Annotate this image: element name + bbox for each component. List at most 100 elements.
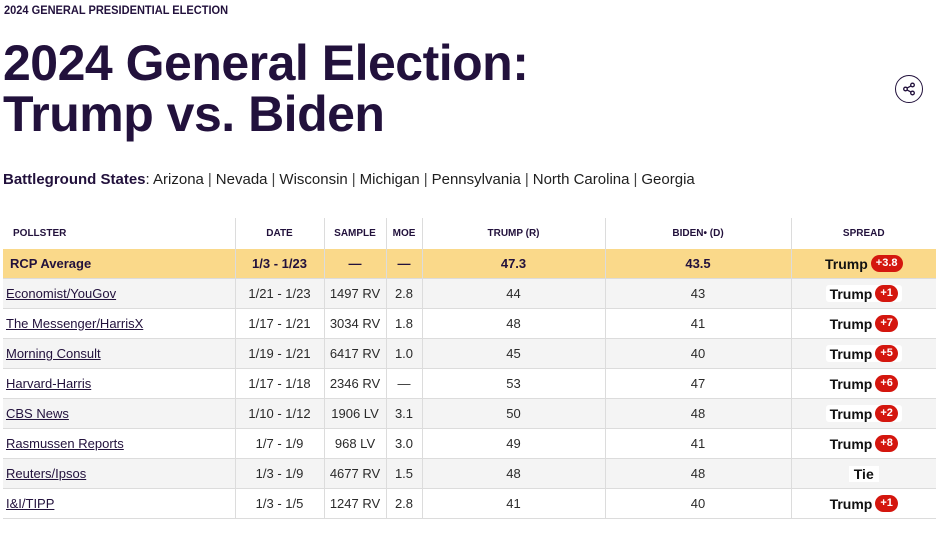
- biden-cell: 48: [604, 458, 791, 489]
- state-separator: |: [524, 171, 529, 188]
- pollster-link[interactable]: I&I/TIPP: [6, 496, 55, 511]
- share-icon: [903, 82, 915, 96]
- biden-cell: 43: [604, 278, 791, 309]
- moe-cell: 3.0: [385, 428, 422, 459]
- spread-badge: +7: [875, 315, 898, 332]
- header-biden[interactable]: BIDEN• (D): [604, 218, 791, 249]
- state-link[interactable]: Arizona: [153, 171, 204, 188]
- spread-candidate: Trump: [829, 495, 873, 512]
- pollster-link[interactable]: Harvard-Harris: [6, 376, 92, 391]
- header-date[interactable]: DATE: [234, 218, 324, 249]
- spread-wrap: Trump +7: [825, 315, 902, 332]
- spread-candidate: Trump: [829, 315, 873, 332]
- spread-wrap: Trump +2: [825, 405, 902, 422]
- header-pollster[interactable]: POLLSTER: [13, 228, 67, 239]
- trump-cell: 45: [421, 338, 605, 369]
- biden-cell: 47: [604, 368, 791, 399]
- poll-row: I&I/TIPP 1/3 - 1/5 1247 RV 2.8 41 40 Trump +1: [3, 488, 936, 519]
- sample-cell: 3034 RV: [323, 308, 386, 339]
- pollster-link[interactable]: CBS News: [6, 406, 69, 421]
- spread-badge: +3.8: [870, 255, 903, 272]
- date-cell: 1/10 - 1/12: [234, 398, 324, 429]
- poll-row: Morning Consult 1/19 - 1/21 6417 RV 1.0 45 40…: [3, 338, 936, 369]
- spread-badge: +6: [875, 375, 898, 392]
- state-link[interactable]: North Carolina: [532, 171, 630, 188]
- moe-cell: 2.8: [385, 278, 422, 309]
- pollster-cell: Economist/YouGov: [3, 278, 235, 309]
- biden-cell: 41: [604, 308, 791, 339]
- pollster-link[interactable]: Rasmussen Reports: [6, 436, 124, 451]
- header-trump[interactable]: TRUMP (R): [421, 218, 605, 249]
- trump-cell: 48: [421, 308, 605, 339]
- polls-table: POLLSTER DATE SAMPLE MOE TRUMP (R) BIDEN…: [3, 218, 936, 519]
- biden-cell: 48: [604, 398, 791, 429]
- average-date: 1/3 - 1/23: [234, 249, 324, 279]
- page-title-line-1: 2024 General Election:: [3, 35, 529, 91]
- date-cell: 1/17 - 1/18: [234, 368, 324, 399]
- state-link[interactable]: Michigan: [359, 171, 420, 188]
- header-sample[interactable]: SAMPLE: [323, 218, 386, 249]
- spread-cell: Trump +1: [790, 488, 936, 519]
- header-biden-label: BIDEN: [672, 228, 704, 239]
- battleground-label: Battleground States: [3, 171, 146, 188]
- date-cell: 1/19 - 1/21: [234, 338, 324, 369]
- share-button[interactable]: [895, 75, 923, 103]
- pollster-cell: I&I/TIPP: [3, 488, 235, 519]
- date-cell: 1/3 - 1/9: [234, 458, 324, 489]
- average-pollster: RCP Average: [3, 249, 235, 279]
- header-spread[interactable]: SPREAD: [790, 218, 936, 249]
- moe-cell: 3.1: [385, 398, 422, 429]
- spread-wrap: Trump +3.8: [821, 255, 907, 272]
- average-biden: 43.5: [604, 249, 791, 279]
- state-link[interactable]: Pennsylvania: [431, 171, 521, 188]
- pollster-cell: Morning Consult: [3, 338, 235, 369]
- spread-wrap: Trump +1: [825, 285, 902, 302]
- date-cell: 1/21 - 1/23: [234, 278, 324, 309]
- pollster-cell: The Messenger/HarrisX: [3, 308, 235, 339]
- average-sample: —: [323, 249, 386, 279]
- page-title: 2024 General Election: Trump vs. Biden: [3, 35, 529, 140]
- state-link[interactable]: Nevada: [215, 171, 268, 188]
- spread-wrap: Trump +1: [825, 495, 902, 512]
- average-moe: —: [385, 249, 422, 279]
- spread-candidate: Trump: [829, 405, 873, 422]
- spread-wrap: Trump +5: [825, 345, 902, 362]
- header-biden-marker: •: [703, 228, 707, 239]
- trump-cell: 49: [421, 428, 605, 459]
- pollster-link[interactable]: Economist/YouGov: [6, 286, 117, 301]
- page-eyebrow: 2024 GENERAL PRESIDENTIAL ELECTION: [4, 3, 229, 17]
- state-separator: |: [271, 171, 276, 188]
- sample-cell: 1906 LV: [323, 398, 386, 429]
- poll-row: Economist/YouGov 1/21 - 1/23 1497 RV 2.8 44 4…: [3, 278, 936, 309]
- spread-badge: +1: [875, 285, 898, 302]
- trump-cell: 53: [421, 368, 605, 399]
- spread-cell: Trump +1: [790, 278, 936, 309]
- poll-row: CBS News 1/10 - 1/12 1906 LV 3.1 50 48 Trump +2: [3, 398, 936, 429]
- pollster-link[interactable]: Reuters/Ipsos: [6, 466, 87, 481]
- pollster-cell: CBS News: [3, 398, 235, 429]
- pollster-link[interactable]: Morning Consult: [6, 346, 101, 361]
- state-link[interactable]: Georgia: [641, 171, 695, 188]
- spread-badge: +2: [875, 405, 898, 422]
- moe-cell: 1.5: [385, 458, 422, 489]
- pollster-cell: Rasmussen Reports: [3, 428, 235, 459]
- sample-cell: 4677 RV: [323, 458, 386, 489]
- sample-cell: 2346 RV: [323, 368, 386, 399]
- state-separator: |: [633, 171, 638, 188]
- state-link[interactable]: Wisconsin: [279, 171, 348, 188]
- sample-cell: 968 LV: [323, 428, 386, 459]
- sample-cell: 1247 RV: [323, 488, 386, 519]
- pollster-cell: Harvard-Harris: [3, 368, 235, 399]
- pollster-link[interactable]: The Messenger/HarrisX: [6, 316, 144, 331]
- biden-cell: 40: [604, 488, 791, 519]
- moe-cell: —: [385, 368, 422, 399]
- header-biden-party: (D): [709, 228, 724, 239]
- state-separator: |: [423, 171, 428, 188]
- spread-wrap: Trump +8: [825, 435, 902, 452]
- battleground-state-list: Arizona | Nevada | Wisconsin | Michigan | Pennsy…: [153, 171, 695, 188]
- state-separator: |: [351, 171, 356, 188]
- poll-row: The Messenger/HarrisX 1/17 - 1/21 3034 RV 1…: [3, 308, 936, 339]
- header-moe[interactable]: MOE: [385, 218, 422, 249]
- spread-tie: Tie: [848, 465, 879, 482]
- spread-cell: Trump +8: [790, 428, 936, 459]
